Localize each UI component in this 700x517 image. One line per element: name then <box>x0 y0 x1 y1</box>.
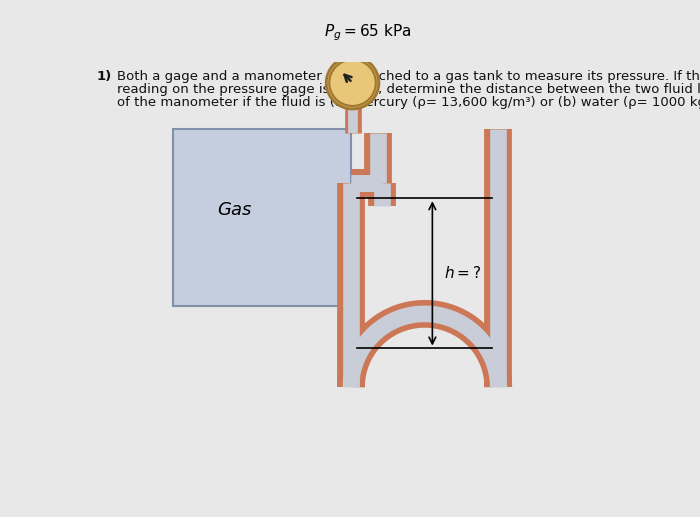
Text: Both a gage and a manometer are attached to a gas tank to measure its pressure. : Both a gage and a manometer are attached… <box>117 70 700 83</box>
Text: Gas: Gas <box>217 201 251 219</box>
Circle shape <box>326 57 379 109</box>
Bar <box>173 129 351 306</box>
Circle shape <box>329 60 376 106</box>
Text: of the manometer if the fluid is (a) mercury (ρ= 13,600 kg/m³) or (b) water (ρ= : of the manometer if the fluid is (a) mer… <box>117 96 700 109</box>
Text: $h = ?$: $h = ?$ <box>444 265 482 281</box>
Text: $P_g = 65$ kPa: $P_g = 65$ kPa <box>324 22 412 43</box>
Text: 1): 1) <box>97 70 112 83</box>
Text: reading on the pressure gage is 65 kPa, determine the distance between the two f: reading on the pressure gage is 65 kPa, … <box>117 83 700 96</box>
